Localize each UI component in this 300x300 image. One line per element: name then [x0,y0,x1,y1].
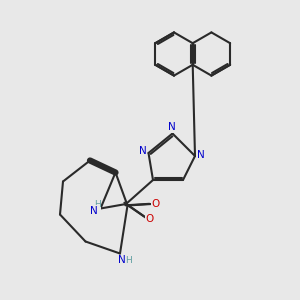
Text: N: N [196,149,204,160]
Text: O: O [152,199,160,209]
Text: O: O [146,214,154,224]
Text: N: N [168,122,176,133]
Text: H: H [94,200,101,209]
Text: H: H [125,256,132,265]
Text: N: N [90,206,98,216]
Text: N: N [139,146,146,157]
Text: N: N [118,255,125,265]
